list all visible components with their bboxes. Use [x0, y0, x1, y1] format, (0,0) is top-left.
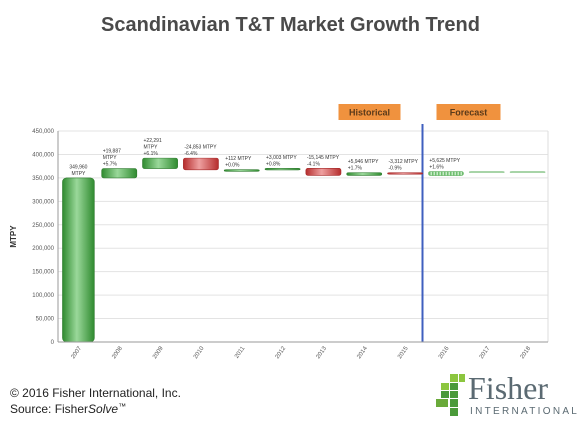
data-label-2007: 349,960 [69, 164, 87, 170]
data-label-2010: -24,853 MTPY [184, 145, 217, 151]
data-label-2007: MTPY [71, 171, 86, 177]
x-tick-label: 2009 [152, 345, 165, 360]
x-tick-label: 2018 [520, 345, 533, 360]
x-axis: 2007 2008 2009 2010 2011 2012 2013 2014 2015 2016… [58, 341, 548, 360]
source-trademark: ™ [118, 402, 127, 411]
x-tick-label: 2014 [356, 345, 369, 360]
y-tick-label: 100,000 [32, 293, 54, 299]
y-axis: 0 50,000 100,000 150,000 200,000 250,000 300,0… [9, 129, 59, 346]
data-label-2016: +5,625 MTPY [429, 158, 460, 164]
phase-label: Historical [349, 108, 390, 118]
y-tick-label: 300,000 [32, 199, 54, 205]
source-prefix: Source: Fisher [10, 402, 89, 416]
x-tick-label: 2015 [397, 345, 410, 360]
data-label-2013: -4.1% [307, 161, 321, 167]
y-tick-label: 450,000 [32, 129, 54, 135]
y-tick-label: 350,000 [32, 176, 54, 182]
data-label-2012: +0.8% [266, 161, 281, 167]
fisher-logo: Fisher INTERNATIONAL [436, 370, 580, 420]
data-label-2015: -3,312 MTPY [389, 159, 419, 165]
x-tick-label: 2008 [111, 345, 124, 360]
y-axis-label: MTPY [9, 225, 18, 248]
x-tick-label: 2013 [315, 345, 328, 360]
bar-2014 [346, 172, 383, 176]
phase-box [338, 104, 401, 120]
data-label-2012: +3,003 MTPY [266, 155, 297, 161]
y-tick-label: 400,000 [32, 152, 54, 158]
bar-2017 [468, 171, 505, 174]
logo-mark-icon [436, 374, 465, 416]
bar-2011 [223, 169, 260, 172]
source-italic: Solve [88, 402, 119, 416]
bar-2016 [428, 171, 464, 176]
bar-2007 [62, 177, 95, 343]
bar-2018 [509, 171, 546, 174]
data-label-2011: +0.0% [225, 163, 240, 169]
chart-grid [58, 130, 549, 343]
x-tick-label: 2016 [438, 345, 451, 360]
y-tick-label: 250,000 [32, 223, 54, 229]
bar-2010 [183, 157, 219, 171]
phase-box [436, 104, 501, 120]
data-label-2011: +112 MTPY [225, 156, 252, 162]
data-label-2014: +1.7% [348, 166, 363, 172]
x-tick-label: 2017 [479, 345, 492, 360]
logo-subtitle: INTERNATIONAL [470, 406, 580, 417]
data-label-2008: +19,887 [103, 149, 121, 155]
phase-markers: Historical Forecast [338, 104, 501, 342]
data-label-2014: +5,946 MTPY [348, 159, 379, 165]
chart-title: Scandinavian T&T Market Growth Trend [101, 14, 480, 36]
data-label-2009: +6.1% [144, 151, 159, 157]
copyright-text: © 2016 Fisher International, Inc. [10, 386, 181, 400]
x-tick-label: 2011 [234, 345, 247, 360]
x-tick-label: 2012 [275, 345, 288, 360]
x-tick-label: 2007 [70, 345, 83, 360]
bar-2015 [387, 172, 423, 175]
data-label-2015: -0.9% [389, 166, 403, 172]
bar-value-labels: 349,960MTPY+19,887MTPY+5.7%+22,291MTPY+6… [69, 138, 460, 177]
y-tick-label: 150,000 [32, 270, 54, 276]
data-label-2008: +5.7% [103, 162, 118, 168]
bar-2013 [305, 168, 342, 176]
phase-label: Forecast [450, 108, 488, 118]
data-label-2013: -15,145 MTPY [307, 155, 340, 161]
source-text: Source: FisherSolve™ [10, 402, 126, 416]
data-label-2008: MTPY [103, 155, 118, 161]
bar-2012 [264, 168, 301, 171]
data-label-2009: MTPY [144, 145, 159, 151]
y-tick-label: 50,000 [36, 317, 55, 323]
data-label-2009: +22,291 [144, 138, 162, 144]
chart-bars [62, 157, 546, 343]
y-tick-label: 0 [51, 340, 55, 346]
data-label-2010: -6.4% [184, 151, 198, 157]
data-label-2016: +1.6% [429, 165, 444, 171]
bar-2009 [142, 157, 178, 169]
x-tick-label: 2010 [193, 345, 206, 360]
logo-word: Fisher [468, 370, 548, 406]
y-tick-label: 200,000 [32, 246, 54, 252]
bar-2008 [101, 168, 138, 179]
